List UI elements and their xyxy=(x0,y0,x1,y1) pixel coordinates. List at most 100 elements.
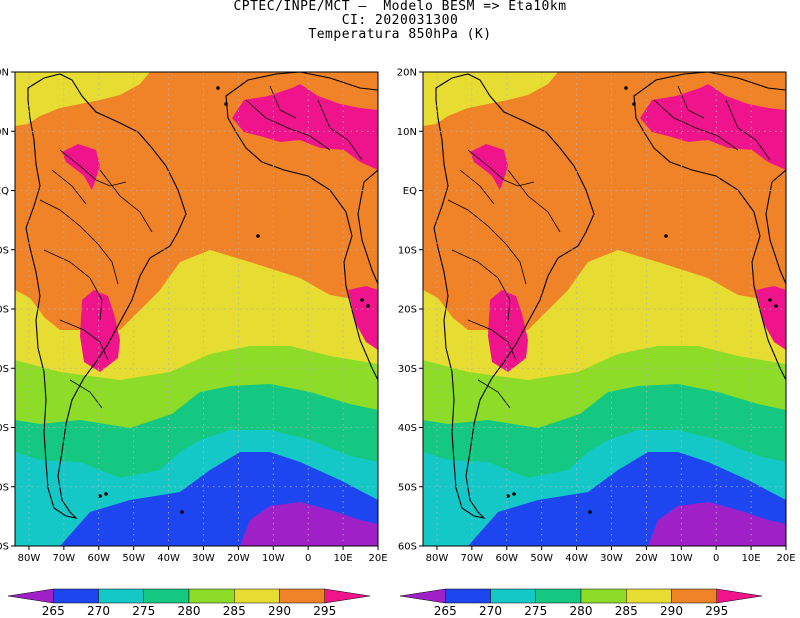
colorbar-segment xyxy=(626,588,672,604)
lon-tick-label: 50W xyxy=(122,553,145,564)
country-border xyxy=(39,199,119,285)
map-content-left xyxy=(15,72,378,546)
lon-tick-label: 0 xyxy=(305,553,311,564)
field-band-below-265 xyxy=(648,502,786,546)
field-band-290-295 xyxy=(15,72,378,352)
lon-tick-label: 60W xyxy=(495,553,518,564)
country-border xyxy=(467,149,535,187)
lat-tick-label: 10N xyxy=(397,127,417,138)
country-border xyxy=(59,149,127,187)
country-border xyxy=(451,249,511,321)
country-border xyxy=(653,99,739,151)
lon-tick-label: 40W xyxy=(157,553,180,564)
colorbar-segment xyxy=(143,588,190,604)
title-line-3: Temperatura 850hPa (K) xyxy=(308,27,492,42)
lon-tick-label: 70W xyxy=(461,553,484,564)
lat-tick-label: 40S xyxy=(0,423,9,434)
lon-tick-label: 40W xyxy=(565,553,588,564)
lat-tick-label: 40S xyxy=(398,423,417,434)
colorbar-segment xyxy=(671,588,717,604)
island-marker xyxy=(512,492,516,496)
colorbar-segment xyxy=(7,588,54,604)
field-band-above-295-africa xyxy=(640,84,786,170)
lon-tick-label: 20E xyxy=(368,553,387,564)
coastline-africa xyxy=(225,72,378,381)
country-border xyxy=(507,169,561,233)
colorbar-label: 290 xyxy=(660,604,683,618)
country-border xyxy=(59,319,109,361)
lat-tick-label: 20S xyxy=(398,305,417,316)
island-marker xyxy=(588,510,592,514)
lat-tick-label: 20S xyxy=(0,305,9,316)
country-border xyxy=(467,319,517,361)
colorbar-label: 290 xyxy=(268,604,291,618)
lat-tick-label: 30S xyxy=(398,364,417,375)
lat-tick-label: 10S xyxy=(398,245,417,256)
island-marker xyxy=(664,234,668,238)
lon-tick-label: 10E xyxy=(742,553,761,564)
island-marker xyxy=(774,304,778,308)
lat-tick-label: 50S xyxy=(398,482,417,493)
island-marker xyxy=(180,510,184,514)
colorbar-segment xyxy=(98,588,144,604)
lon-tick-label: 20W xyxy=(635,553,658,564)
colorbar-label: 280 xyxy=(570,604,593,618)
country-border xyxy=(447,199,527,285)
lon-tick-label: 10W xyxy=(670,553,693,564)
title-line-1: CPTEC/INPE/MCT – Modelo BESM => Eta10km xyxy=(233,0,567,14)
lat-tick-label: 10N xyxy=(0,127,9,138)
lon-tick-label: 10W xyxy=(262,553,285,564)
colorbar-segment xyxy=(324,588,371,604)
field-band-above-295-angola xyxy=(756,286,786,350)
field-band-285-290-north xyxy=(15,72,150,126)
colorbar-left: 265 270 275 280 285 290 295 xyxy=(7,588,371,618)
country-border xyxy=(245,99,331,151)
lat-tick-label: 50S xyxy=(0,482,9,493)
island-marker xyxy=(216,86,220,90)
colorbar-label: 275 xyxy=(132,604,155,618)
colorbar-segment xyxy=(535,588,582,604)
colorbar-right: 265 270 275 280 285 290 295 xyxy=(399,588,763,618)
country-border xyxy=(725,99,771,161)
field-band-above-295-africa xyxy=(232,84,378,170)
lat-tick-label: 60S xyxy=(0,542,9,553)
country-border xyxy=(477,379,511,409)
colorbar-label: 265 xyxy=(434,604,457,618)
lat-tick-label: 30S xyxy=(0,364,9,375)
island-marker xyxy=(768,298,772,302)
island-marker xyxy=(360,298,364,302)
coastline-africa xyxy=(633,72,786,381)
island-marker xyxy=(366,304,370,308)
lat-tick-label: 60S xyxy=(398,542,417,553)
title-line-2: CI: 2020031300 xyxy=(341,13,459,28)
lat-tick-label: 20N xyxy=(0,68,9,79)
colorbar-segment xyxy=(188,588,235,604)
lat-tick-label: EQ xyxy=(0,186,9,197)
field-band-above-295-chaco xyxy=(80,290,120,372)
island-marker xyxy=(104,492,108,496)
map-panel-right: 80W 70W 60W 50W 40W 30W 20W 10W 0 10E 20E 20N 10N EQ 1… xyxy=(397,68,796,565)
field-band-285-290-north xyxy=(423,72,558,126)
lon-tick-label: 0 xyxy=(713,553,719,564)
colorbar-segment xyxy=(279,588,325,604)
lat-tick-label: 20N xyxy=(397,68,417,79)
island-marker xyxy=(624,86,628,90)
colorbar-label: 275 xyxy=(524,604,547,618)
lon-tick-label: 50W xyxy=(530,553,553,564)
country-border xyxy=(43,249,103,321)
colorbar-segment xyxy=(490,588,536,604)
colorbar-label: 295 xyxy=(705,604,728,618)
country-border xyxy=(51,169,87,205)
colorbar-segment xyxy=(445,588,491,604)
lon-tick-label: 20W xyxy=(227,553,250,564)
island-marker xyxy=(632,102,636,106)
title-block: CPTEC/INPE/MCT – Modelo BESM => Eta10km … xyxy=(0,0,800,42)
lon-tick-label: 30W xyxy=(192,553,215,564)
country-border xyxy=(317,99,363,161)
coastline-south-america xyxy=(433,73,595,519)
colorbar-segment xyxy=(53,588,99,604)
lat-tick-label: 10S xyxy=(0,245,9,256)
island-marker xyxy=(256,234,260,238)
colorbar-label: 270 xyxy=(479,604,502,618)
